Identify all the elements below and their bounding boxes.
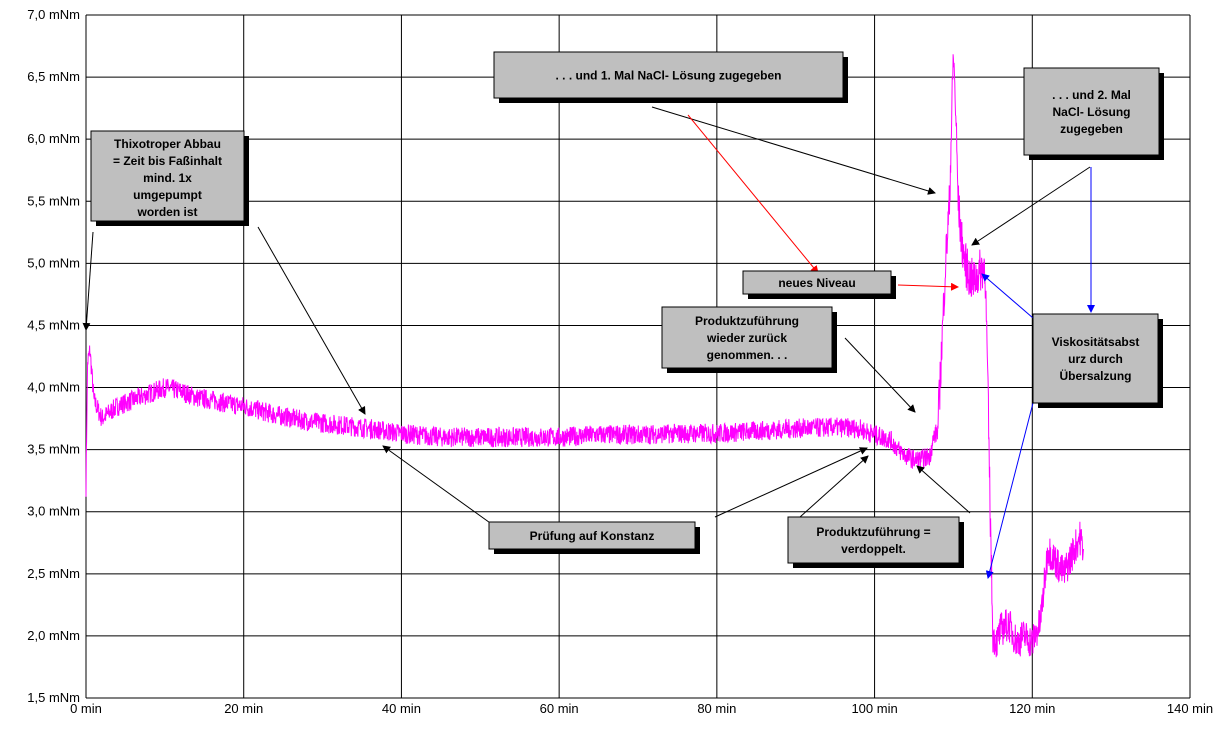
annotation-arrows (82, 106, 1095, 579)
annotation-arrow (971, 166, 1091, 246)
grid (85, 14, 1191, 699)
annotation-text: verdoppelt. (841, 542, 906, 556)
annotation-text: neues Niveau (778, 276, 855, 290)
annotation-box (787, 516, 960, 564)
annotation-text: urz durch (1068, 352, 1123, 366)
x-tick-label: 120 min (1009, 701, 1055, 716)
y-tick-label: 4,5 mNm (27, 317, 80, 332)
annotation-thixo: Thixotroper Abbau = Zeit bis Faßinhalt min… (90, 130, 249, 226)
annotation-arrow (985, 402, 1034, 579)
annotation-text: zugegeben (1060, 122, 1123, 136)
annotation-verdoppelt: Produktzuführung = verdoppelt. (787, 516, 964, 568)
annotation-box (1032, 313, 1159, 404)
annotation-box (742, 270, 892, 295)
x-tick-label: 20 min (224, 701, 263, 716)
annotation-arrow (257, 226, 366, 415)
annotation-arrow (981, 273, 1034, 319)
y-tick-label: 5,5 mNm (27, 193, 80, 208)
y-tick-label: 7,0 mNm (27, 7, 80, 22)
annotation-nacl2: . . . und 2. Mal NaCl- Lösung zugegeben (1023, 67, 1164, 160)
annotation-text: genommen. . . (707, 348, 788, 362)
y-tick-label: 3,0 mNm (27, 504, 80, 519)
x-tick-label: 140 min (1167, 701, 1213, 716)
annotation-text: . . . und 2. Mal (1052, 88, 1131, 102)
annotation-arrow (687, 114, 819, 274)
y-tick-label: 5,0 mNm (27, 255, 80, 270)
annotation-box (493, 51, 844, 99)
x-tick-label: 0 min (70, 701, 102, 716)
annotation-arrow (916, 465, 971, 514)
annotation-arrow (714, 447, 868, 518)
annotation-box (488, 521, 696, 550)
y-tick-label: 2,0 mNm (27, 628, 80, 643)
x-tick-label: 100 min (851, 701, 897, 716)
x-tick-label: 40 min (382, 701, 421, 716)
annotation-text: Produktzuführung (695, 314, 799, 328)
annotation-arrow (82, 231, 94, 331)
annotation-viskositaet: Viskositätsabst urz durch Übersalzung (1032, 313, 1163, 408)
annotation-nacl1: . . . und 1. Mal NaCl- Lösung zugegeben (493, 51, 848, 103)
annotation-text: Viskositätsabst (1052, 335, 1140, 349)
annotation-konstanz: Prüfung auf Konstanz (488, 521, 700, 554)
annotation-text: worden ist (136, 205, 197, 219)
x-tick-label: 60 min (540, 701, 579, 716)
annotation-zurueck: Produktzuführung wieder zurück genommen. .… (661, 306, 837, 373)
annotation-text: Produktzuführung = (816, 525, 930, 539)
y-tick-label: 1,5 mNm (27, 690, 80, 705)
annotation-text: Übersalzung (1059, 368, 1131, 383)
annotation-box (1023, 67, 1160, 156)
annotation-text: Prüfung auf Konstanz (530, 529, 655, 543)
annotation-arrow (382, 445, 494, 526)
annotation-text: NaCl- Lösung (1053, 105, 1131, 119)
annotation-text: wieder zurück (706, 331, 787, 345)
x-tick-label: 80 min (697, 701, 736, 716)
annotation-box (661, 306, 833, 369)
y-tick-label: 6,0 mNm (27, 131, 80, 146)
annotation-arrow (844, 337, 916, 413)
y-tick-label: 3,5 mNm (27, 442, 80, 457)
annotation-arrow (897, 282, 959, 291)
tick-labels: 0 min 20 min 40 min 60 min 80 min 100 min 120 … (27, 7, 1213, 716)
annotation-arrow (651, 106, 936, 195)
annotation-niveau: neues Niveau (742, 270, 896, 299)
annotation-box (90, 130, 245, 222)
annotation-text: umgepumpt (133, 188, 202, 202)
annotation-text: = Zeit bis Faßinhalt (113, 154, 222, 168)
annotation-text: mind. 1x (143, 171, 192, 185)
annotation-text: Thixotroper Abbau (114, 137, 221, 151)
annotation-arrow (799, 455, 869, 518)
y-tick-label: 6,5 mNm (27, 69, 80, 84)
y-tick-label: 4,0 mNm (27, 380, 80, 395)
y-tick-label: 2,5 mNm (27, 566, 80, 581)
annotation-boxes: Thixotroper Abbau = Zeit bis Faßinhalt min… (90, 51, 1164, 568)
annotation-text: . . . und 1. Mal NaCl- Lösung zugegeben (555, 69, 781, 83)
